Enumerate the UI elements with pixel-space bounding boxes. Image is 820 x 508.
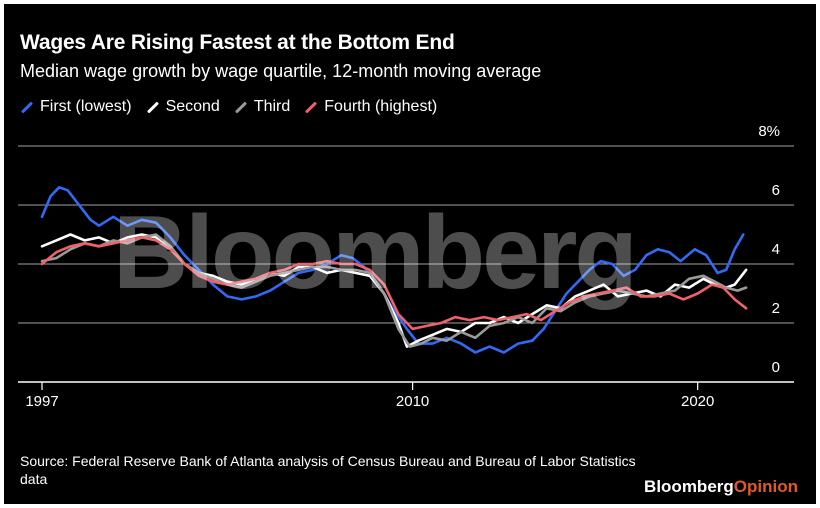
x-tick-label: 1997 (25, 393, 58, 410)
y-tick-label: 8% (758, 123, 780, 140)
bloomberg-watermark: Bloomberg (113, 195, 635, 311)
x-tick-label: 2010 (396, 393, 429, 410)
y-tick-label: 2 (772, 300, 780, 317)
legend-label-first: First (lowest) (40, 98, 132, 115)
chart-title: Wages Are Rising Fastest at the Bottom E… (20, 31, 455, 54)
chart-subtitle: Median wage growth by wage quartile, 12-… (20, 61, 542, 81)
legend: First (lowest) Second Third Fourth (high… (20, 98, 437, 116)
y-tick-label: 0 (772, 359, 780, 376)
gridlines (18, 145, 794, 383)
y-tick-label: 6 (772, 182, 780, 199)
series-line-fourth (40, 236, 748, 331)
y-tick-label: 4 (772, 241, 780, 258)
bloomberg-opinion-logo: BloombergOpinion (644, 477, 798, 497)
x-tick-label: 2020 (681, 393, 714, 410)
axes: 0 2 4 6 8% 1997 2010 2020 (25, 123, 780, 410)
legend-item-first: First (lowest) (20, 98, 132, 116)
series-lines (40, 186, 748, 354)
series-line-first (40, 186, 745, 354)
logo-part-opinion: Opinion (733, 477, 798, 496)
legend-label-fourth: Fourth (highest) (324, 98, 438, 115)
chart-frame: Wages Are Rising Fastest at the Bottom E… (4, 4, 816, 504)
legend-item-third: Third (234, 98, 290, 116)
legend-item-second: Second (146, 98, 220, 116)
plot-area: Bloomberg 0 2 4 6 8% 1997 2010 2020 (18, 123, 794, 410)
logo-part-bloomberg: Bloomberg (644, 477, 734, 496)
legend-label-second: Second (165, 98, 220, 115)
legend-item-fourth: Fourth (highest) (304, 98, 437, 116)
legend-label-third: Third (253, 98, 291, 115)
source-note: Source: Federal Reserve Bank of Atlanta … (20, 453, 636, 487)
